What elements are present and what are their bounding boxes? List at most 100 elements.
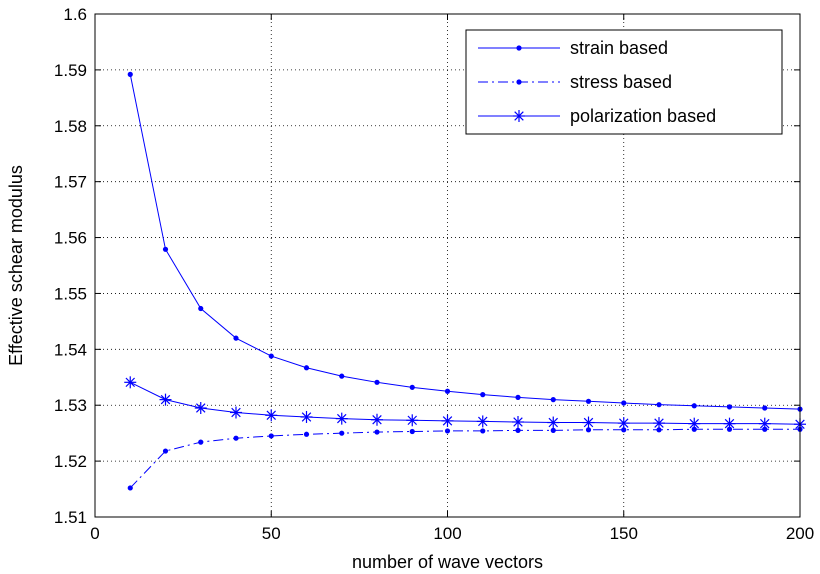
star-stroke xyxy=(407,415,417,426)
data-point-polarization-based xyxy=(406,414,419,427)
x-tick-label: 0 xyxy=(90,524,99,543)
data-point-stress-based xyxy=(515,427,521,433)
legend-item-stress-based: stress based xyxy=(478,72,672,92)
star-stroke xyxy=(160,394,171,405)
data-point-stress-based xyxy=(480,428,486,434)
star-stroke xyxy=(337,413,347,424)
data-point-strain-based xyxy=(621,400,627,406)
data-point-strain-based xyxy=(444,388,451,394)
data-point-strain-based xyxy=(480,392,486,398)
data-point-strain-based xyxy=(550,397,556,403)
star-stroke xyxy=(548,417,558,428)
data-point-polarization-based xyxy=(265,409,278,422)
star-stroke xyxy=(266,410,276,421)
data-point-polarization-based xyxy=(547,416,560,429)
data-point-strain-based xyxy=(585,398,592,404)
data-point-strain-based xyxy=(726,404,733,410)
y-tick-label: 1.6 xyxy=(63,5,87,24)
data-point-strain-based xyxy=(198,305,204,312)
star-stroke xyxy=(442,416,453,426)
star-stroke xyxy=(301,412,312,422)
star-stroke xyxy=(513,417,523,427)
x-tick-label: 50 xyxy=(262,524,281,543)
legend-label-stress-based: stress based xyxy=(570,72,672,92)
star-stroke xyxy=(654,418,664,428)
star-stroke xyxy=(619,418,629,428)
data-point-strain-based xyxy=(409,384,415,390)
series-strain-based xyxy=(127,71,803,412)
data-point-stress-based xyxy=(198,439,204,445)
data-point-polarization-based xyxy=(230,406,242,419)
y-tick-label: 1.54 xyxy=(54,340,87,359)
data-point-polarization-based xyxy=(194,402,207,415)
data-point-polarization-based xyxy=(688,417,701,430)
data-point-strain-based xyxy=(127,71,133,77)
y-tick-label: 1.52 xyxy=(54,452,87,471)
data-point-stress-based xyxy=(656,427,662,433)
star-stroke xyxy=(583,417,594,428)
data-point-strain-based xyxy=(515,394,521,400)
data-point-strain-based xyxy=(762,405,768,411)
data-point-stress-based xyxy=(127,485,133,491)
star-stroke xyxy=(689,418,699,429)
data-point-polarization-based xyxy=(582,416,595,429)
y-axis-label: Effective schear modulus xyxy=(6,165,26,366)
data-point-polarization-based xyxy=(723,417,736,430)
data-point-strain-based xyxy=(374,379,380,385)
data-point-stress-based xyxy=(303,431,310,437)
x-tick-label: 150 xyxy=(610,524,638,543)
star-stroke xyxy=(760,418,770,429)
star-stroke xyxy=(231,407,241,418)
y-tick-label: 1.58 xyxy=(54,117,87,136)
data-point-stress-based xyxy=(339,430,345,436)
data-point-stress-based xyxy=(550,427,556,433)
x-axis-label: number of wave vectors xyxy=(352,552,543,572)
data-point-strain-based xyxy=(268,353,274,359)
data-point-stress-based xyxy=(621,427,627,433)
data-point-stress-based xyxy=(268,433,274,439)
data-point-strain-based xyxy=(233,335,239,341)
data-point-stress-based xyxy=(374,429,380,435)
data-point-polarization-based xyxy=(758,417,771,430)
data-point-polarization-based xyxy=(159,393,172,406)
legend-marker-strain-based xyxy=(516,45,522,51)
star-stroke xyxy=(125,377,135,388)
y-tick-label: 1.59 xyxy=(54,61,87,80)
data-point-stress-based xyxy=(444,428,451,434)
y-tick-label: 1.56 xyxy=(54,229,87,248)
data-point-polarization-based xyxy=(476,415,489,428)
data-point-strain-based xyxy=(339,373,345,379)
data-point-strain-based xyxy=(162,246,169,252)
legend: strain based stress based polarization bas… xyxy=(465,29,783,135)
y-tick-label: 1.53 xyxy=(54,396,87,415)
data-point-polarization-based xyxy=(371,413,383,426)
y-tick-label: 1.55 xyxy=(54,284,87,303)
legend-label-polarization-based: polarization based xyxy=(570,106,716,126)
data-point-polarization-based xyxy=(617,417,630,430)
data-point-strain-based xyxy=(656,402,662,408)
legend-marker-polarization-based xyxy=(513,110,525,122)
data-point-polarization-based xyxy=(441,414,454,427)
data-point-polarization-based xyxy=(124,376,137,389)
data-point-polarization-based xyxy=(653,417,665,430)
data-point-polarization-based xyxy=(335,412,348,425)
data-point-strain-based xyxy=(691,403,697,409)
x-tick-label: 100 xyxy=(433,524,461,543)
data-point-polarization-based xyxy=(300,410,313,423)
legend-item-polarization-based: polarization based xyxy=(478,106,716,126)
ticks: 0 50 100 150 200 1.51 1.52 1.53 1.54 1.55 1.56 1.57… xyxy=(54,5,814,543)
series-stress-based xyxy=(127,426,803,491)
series-group xyxy=(124,71,806,491)
data-point-stress-based xyxy=(162,448,169,454)
data-point-stress-based xyxy=(409,428,415,435)
star-stroke xyxy=(478,416,488,427)
series-polarization-based xyxy=(124,376,806,431)
x-tick-label: 200 xyxy=(786,524,814,543)
legend-item-strain-based: strain based xyxy=(478,38,668,58)
series-line-strain-based xyxy=(129,74,801,410)
grid xyxy=(95,14,800,517)
y-tick-label: 1.51 xyxy=(54,508,87,527)
y-tick-label: 1.57 xyxy=(54,173,87,192)
star-stroke xyxy=(724,418,735,429)
